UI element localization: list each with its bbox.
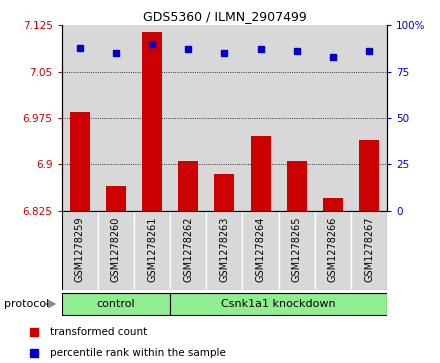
Text: transformed count: transformed count [50,327,147,337]
Text: GSM1278264: GSM1278264 [256,216,266,282]
Text: GSM1278267: GSM1278267 [364,216,374,282]
Bar [351,211,387,290]
Bar [142,32,162,211]
Bar [62,293,170,315]
Bar [62,211,98,290]
Text: GSM1278262: GSM1278262 [183,216,193,282]
Text: GSM1278259: GSM1278259 [75,216,84,282]
Text: GSM1278261: GSM1278261 [147,216,157,282]
Bar [214,174,235,211]
Bar [242,211,279,290]
Bar [315,211,351,290]
Bar [279,211,315,290]
Bar [178,161,198,211]
Text: percentile rank within the sample: percentile rank within the sample [50,348,226,358]
Bar [251,136,271,211]
Text: GSM1278265: GSM1278265 [292,216,302,282]
Bar [106,186,126,211]
Text: control: control [96,299,135,309]
Bar [170,211,206,290]
Bar [70,112,90,211]
Text: Csnk1a1 knockdown: Csnk1a1 knockdown [221,299,336,309]
Bar [323,198,343,211]
Bar [287,161,307,211]
Bar [170,293,387,315]
Bar [134,211,170,290]
Text: GSM1278266: GSM1278266 [328,216,338,282]
Text: GSM1278260: GSM1278260 [111,216,121,282]
Bar [206,211,242,290]
Bar [98,211,134,290]
Text: protocol: protocol [4,299,50,309]
Text: GSM1278263: GSM1278263 [220,216,229,282]
Bar [359,139,379,211]
Title: GDS5360 / ILMN_2907499: GDS5360 / ILMN_2907499 [143,10,306,23]
